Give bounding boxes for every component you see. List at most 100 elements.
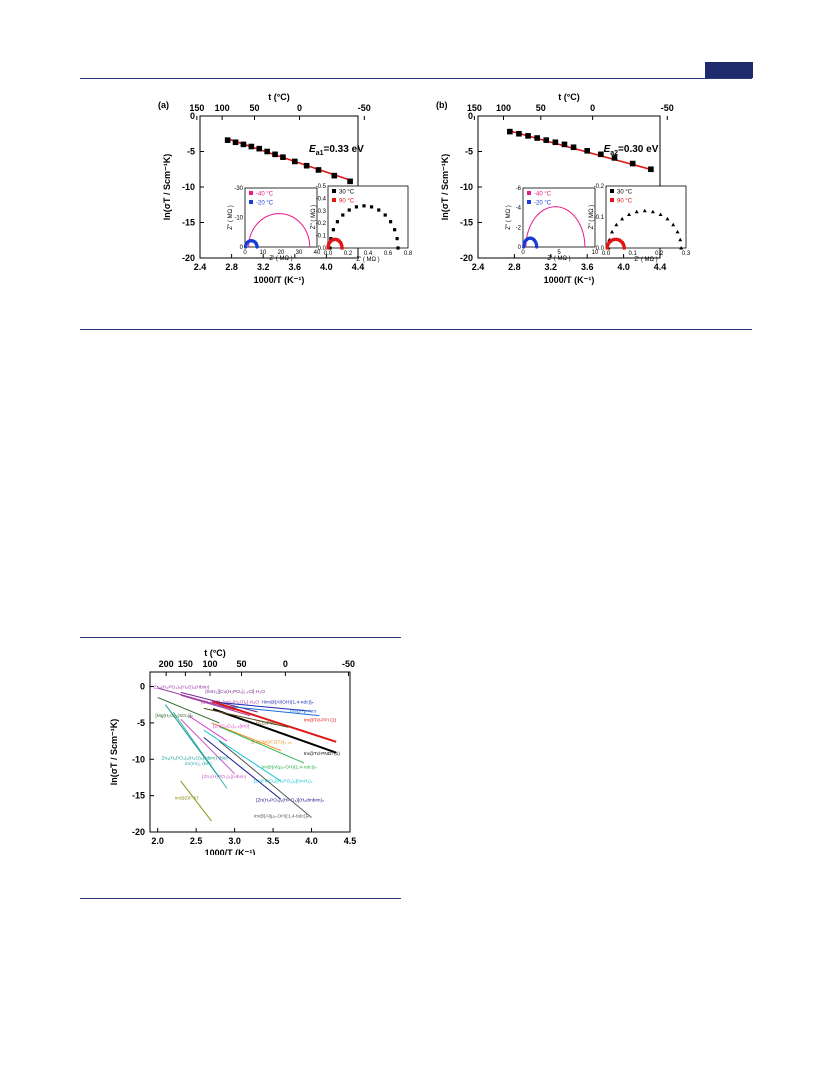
- inset-y-tick: 0.0: [596, 246, 605, 252]
- impedance-point: [347, 208, 351, 212]
- y-tick-label: 0: [190, 111, 195, 121]
- impedance-point: [665, 216, 670, 221]
- x-axis-label: 1000/T (K⁻¹): [254, 275, 305, 285]
- x-tick-label: 3.0: [228, 836, 241, 846]
- inset-x-tick: 0.6: [384, 251, 393, 257]
- inset-y-label: Z'' ( MΩ ): [311, 205, 317, 229]
- series-label: Zn(Im)₂·(BP): [185, 761, 213, 767]
- impedance-point: [326, 246, 330, 250]
- impedance-point: [338, 240, 343, 245]
- data-point: [315, 167, 322, 173]
- inset-legend-marker: [249, 200, 253, 204]
- top-tick-label: 200: [159, 659, 174, 669]
- impedance-arc: [525, 206, 586, 248]
- impedance-point: [608, 239, 613, 243]
- impedance-point: [535, 245, 539, 249]
- series-line: [211, 722, 281, 752]
- x-tick-label: 4.4: [654, 262, 667, 272]
- impedance-point: [620, 216, 625, 221]
- impedance-point: [396, 246, 400, 250]
- inset-y-tick: -10: [234, 216, 243, 222]
- series-label: Im@ZIF-67: [175, 795, 200, 801]
- impedance-point: [627, 212, 632, 216]
- panel-label: (b): [436, 100, 448, 110]
- series-line: [211, 701, 312, 712]
- top-tick-label: 0: [297, 103, 302, 113]
- series-line: [212, 700, 337, 743]
- data-point: [331, 172, 338, 179]
- impedance-point: [642, 208, 647, 213]
- impedance-point: [328, 246, 332, 250]
- top-axis-label: t (°C): [204, 648, 226, 658]
- top-tick-label: 150: [189, 103, 204, 113]
- impedance-point: [614, 237, 618, 241]
- series-label: [Mg(H₂O)₂(SO₄)]ₙ: [155, 713, 193, 719]
- inset-legend-marker: [249, 191, 253, 195]
- series-label: Him@[Al(OH)(1,4-ndc)]ₙ: [262, 699, 314, 705]
- top-tick-label: 0: [590, 103, 595, 113]
- x-tick-label: 3.6: [581, 262, 594, 272]
- impedance-point: [362, 204, 366, 208]
- impedance-point: [255, 245, 259, 249]
- series-line: [180, 780, 212, 822]
- impedance-point: [331, 228, 335, 232]
- x-tick-label: 2.0: [151, 836, 164, 846]
- inset-legend-label: 30 °C: [617, 190, 633, 196]
- top-axis-label: t (°C): [558, 92, 580, 102]
- impedance-point: [634, 209, 639, 214]
- inset-legend-label: -40 °C: [256, 192, 274, 198]
- y-tick-label: 0: [468, 111, 473, 121]
- y-tick-label: -20: [132, 827, 145, 837]
- x-tick-label: 4.0: [305, 836, 318, 846]
- top-tick-label: 0: [283, 659, 288, 669]
- series-label: PA@Tp-Azo: [290, 709, 317, 715]
- data-point: [224, 137, 231, 143]
- y-tick-label: -10: [132, 754, 145, 764]
- inset-legend-marker: [332, 198, 336, 202]
- series-line: [164, 704, 220, 778]
- y-tick-label: 0: [140, 682, 145, 692]
- impedance-arc: [248, 213, 311, 248]
- x-tick-label: 2.4: [194, 262, 207, 272]
- inset-legend-marker: [610, 198, 614, 202]
- y-tick-label: -5: [465, 147, 473, 157]
- x-tick-label: 2.4: [472, 262, 485, 272]
- impedance-point: [605, 244, 610, 248]
- fit-line: [225, 137, 352, 182]
- x-tick-label: 3.2: [545, 262, 558, 272]
- data-point: [272, 151, 278, 158]
- x-tick-label: 2.8: [225, 262, 238, 272]
- inset-legend-label: 30 °C: [339, 190, 355, 196]
- data-point: [240, 141, 247, 148]
- series-label: Im@Td-PPI (2): [304, 717, 337, 723]
- data-point: [570, 144, 577, 151]
- impedance-point: [388, 220, 393, 224]
- series-line: [212, 708, 337, 754]
- x-tick-label: 2.8: [508, 262, 521, 272]
- series-label: H₃S₂PW₁₂: [256, 720, 278, 726]
- data-point: [525, 133, 531, 139]
- impedance-point: [610, 229, 615, 234]
- inset-y-tick: -4: [516, 206, 522, 212]
- series-line: [157, 696, 220, 724]
- figure2-bottom-rule: [80, 898, 401, 899]
- top-tick-label: 150: [467, 103, 482, 113]
- series-line: [188, 715, 228, 742]
- impedance-point: [622, 244, 626, 248]
- inset-x-tick: 20: [278, 250, 285, 256]
- y-tick-label: -10: [460, 182, 473, 192]
- impedance-point: [622, 246, 626, 250]
- inset-frame: [605, 185, 687, 249]
- impedance-point: [327, 242, 331, 246]
- impedance-point: [610, 238, 614, 242]
- inset-y-tick: -0.5: [316, 184, 327, 190]
- series-label: [Zn₃(H₂PO₄)₆](Hbim): [202, 774, 246, 780]
- top-tick-label: 100: [496, 103, 511, 113]
- impedance-point: [340, 246, 344, 250]
- series-line: [219, 704, 320, 717]
- impedance-point: [658, 212, 663, 216]
- series-line: [203, 737, 282, 800]
- series-label: Im@[Al(μ₂-OH)(1,4-bdc)]ₙ: [254, 813, 309, 819]
- inset-y-tick: -30: [234, 186, 243, 192]
